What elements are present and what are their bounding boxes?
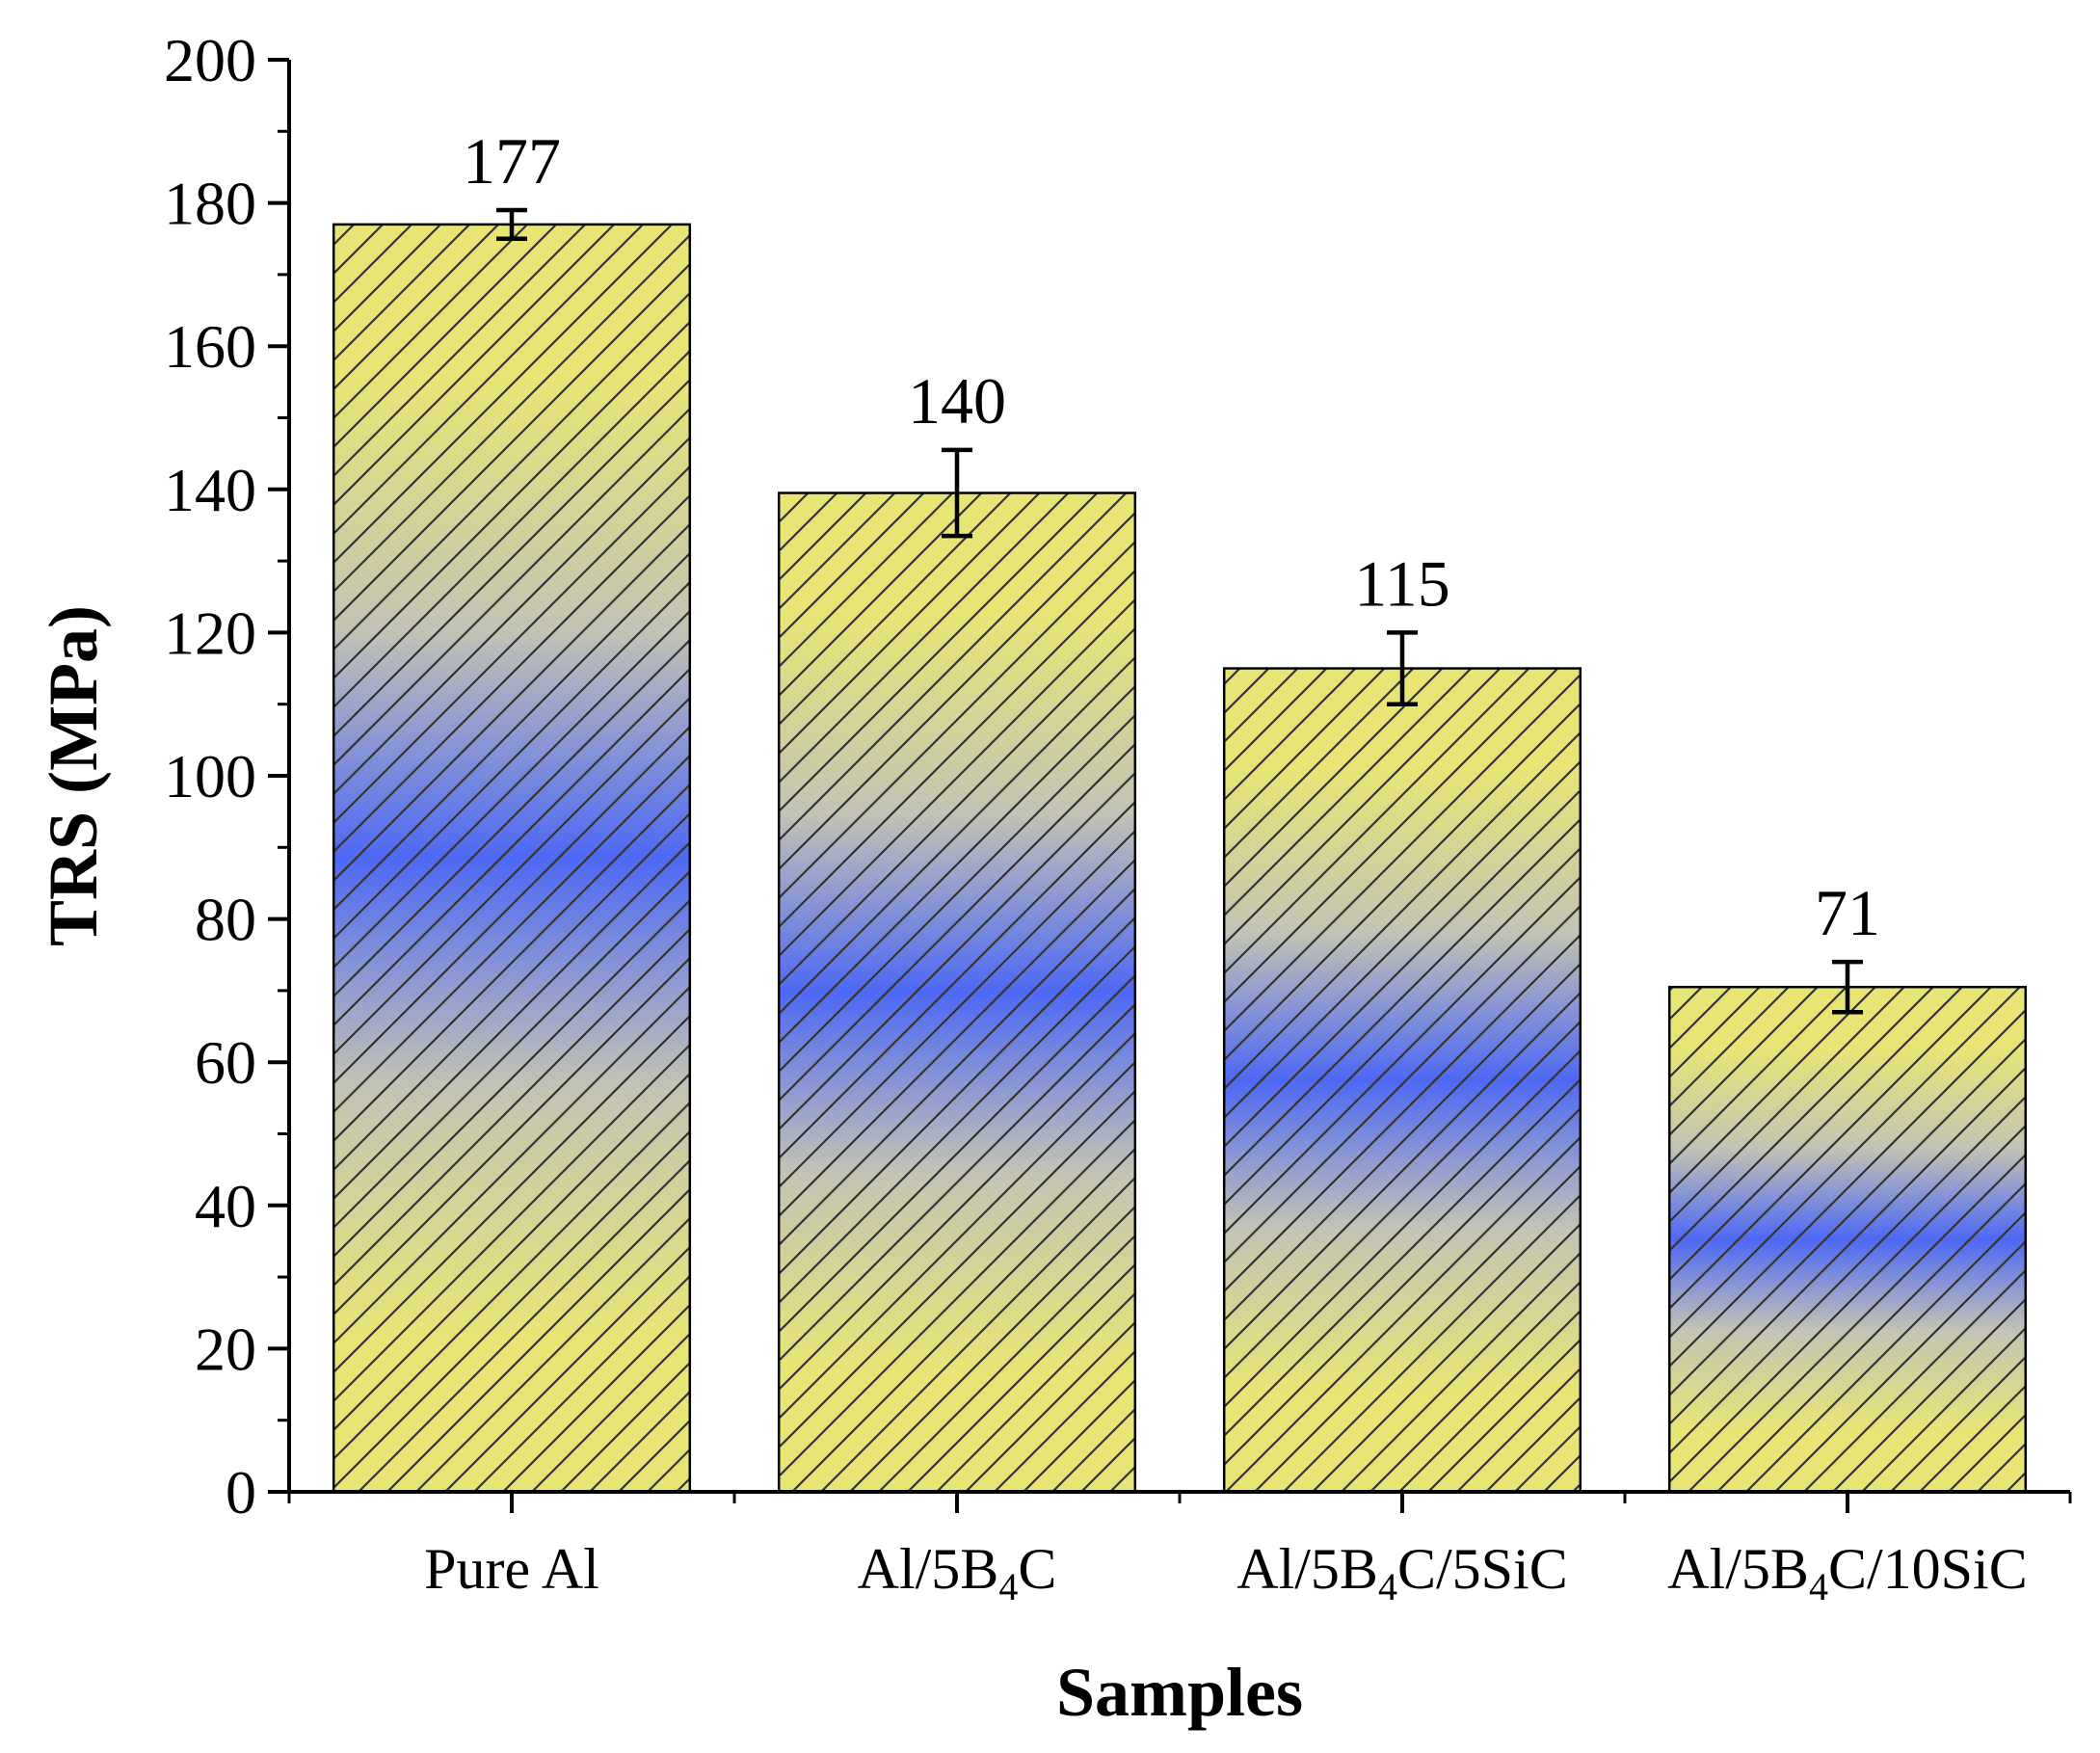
y-tick-label: 140 <box>164 456 256 524</box>
y-tick-label: 100 <box>164 742 256 810</box>
y-tick-label: 80 <box>195 886 256 954</box>
data-label: 177 <box>463 124 561 198</box>
data-label: 140 <box>908 364 1006 438</box>
x-tick-label: Al/5B4C <box>858 1537 1057 1608</box>
y-axis-ticks: 0 20 40 60 80 100 120 140 160 180 200 <box>164 26 289 1527</box>
y-tick-label: 60 <box>195 1028 256 1097</box>
y-tick-label: 40 <box>195 1172 256 1240</box>
y-tick-label: 180 <box>164 170 256 238</box>
y-tick-label: 120 <box>164 598 256 667</box>
x-tick-label: Al/5B4C/5SiC <box>1236 1537 1567 1608</box>
error-bar <box>1387 630 1418 706</box>
y-tick-label: 20 <box>195 1315 256 1383</box>
y-axis-title: TRS (MPa) <box>35 605 112 946</box>
bars-layer <box>332 223 2028 1494</box>
bar-hatch <box>1222 667 1582 1494</box>
error-bar <box>496 207 527 241</box>
bar-hatch <box>332 223 692 1494</box>
bar-hatch <box>777 491 1137 1494</box>
bar-hatch <box>1667 985 2028 1494</box>
data-label: 71 <box>1815 876 1880 949</box>
x-axis-ticks: Pure Al Al/5B4C Al/5B4C/5SiC Al/5B4C/10SiC <box>287 1492 2072 1608</box>
y-tick-label: 0 <box>226 1458 256 1527</box>
data-label: 115 <box>1354 546 1449 620</box>
error-bar <box>1832 959 1863 1015</box>
error-bars-layer <box>496 207 1863 1015</box>
error-bar <box>942 447 972 539</box>
x-tick-label: Al/5B4C/10SiC <box>1667 1537 2027 1608</box>
x-tick-label: Pure Al <box>424 1537 599 1601</box>
x-axis-title: Samples <box>1056 1654 1303 1731</box>
y-tick-label: 160 <box>164 312 256 381</box>
data-labels-layer: 177 140 115 71 <box>463 124 1880 949</box>
y-tick-label: 200 <box>164 26 256 94</box>
